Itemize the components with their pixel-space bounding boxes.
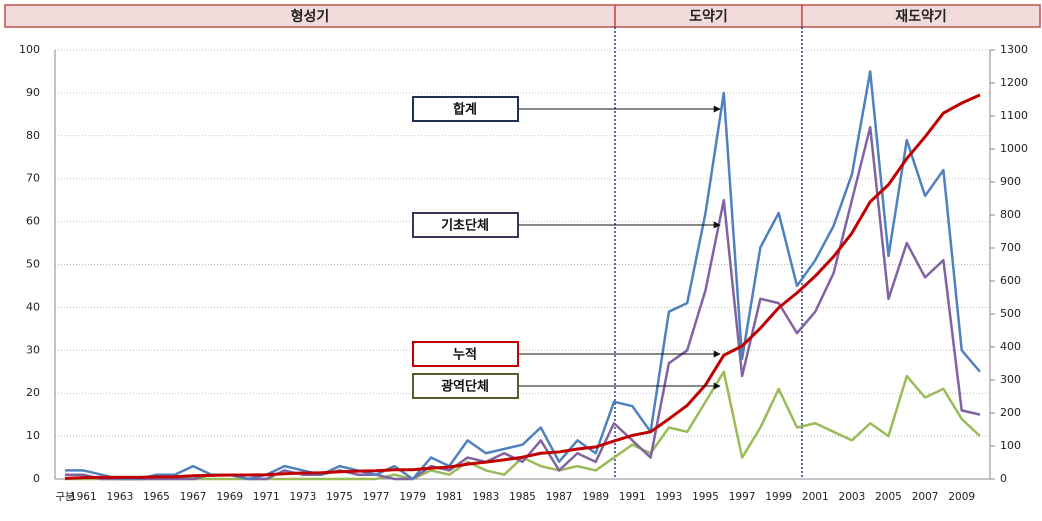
x-tick-label: 2009 <box>948 491 975 503</box>
x-tick-label: 1965 <box>143 491 170 503</box>
x-tick-label: 1989 <box>582 491 609 503</box>
x-tick-label: 2001 <box>802 491 829 503</box>
legend-label: 누적 <box>453 347 477 363</box>
period-label: 재도약기 <box>895 8 947 25</box>
x-tick-label: 1993 <box>656 491 683 503</box>
y2-tick-label: 100 <box>1000 439 1021 452</box>
y-tick-label: 60 <box>26 215 40 228</box>
y-tick-label: 40 <box>26 300 40 313</box>
x-tick-label: 1981 <box>436 491 463 503</box>
y-tick-label: 30 <box>26 343 40 356</box>
x-tick-label: 1975 <box>326 491 353 503</box>
y2-tick-label: 0 <box>1000 472 1007 485</box>
y-tick-label: 20 <box>26 386 40 399</box>
x-tick-label: 2003 <box>839 491 866 503</box>
y2-tick-label: 900 <box>1000 175 1021 188</box>
x-tick-label: 1999 <box>765 491 792 503</box>
x-tick-label: 1997 <box>729 491 756 503</box>
y2-tick-label: 700 <box>1000 241 1021 254</box>
series-line <box>65 70 981 481</box>
annotation-box <box>412 341 519 367</box>
x-tick-label: 1963 <box>107 491 134 503</box>
period-label: 도약기 <box>689 8 728 25</box>
y-tick-label: 0 <box>33 472 40 485</box>
y-tick-label: 100 <box>19 43 40 56</box>
x-tick-label: 1979 <box>399 491 426 503</box>
y2-tick-label: 1100 <box>1000 109 1028 122</box>
period-band <box>801 4 1041 28</box>
series-line <box>65 125 981 481</box>
x-tick-label: 1985 <box>509 491 536 503</box>
y-tick-label: 70 <box>26 172 40 185</box>
legend-label: 합계 <box>453 102 477 118</box>
x-tick-label: 1983 <box>473 491 500 503</box>
y2-tick-label: 800 <box>1000 208 1021 221</box>
x-tick-label: 1995 <box>692 491 719 503</box>
x-tick-label: 1977 <box>363 491 390 503</box>
x-tick-label: 1973 <box>290 491 317 503</box>
x-tick-label: 1969 <box>216 491 243 503</box>
annotation-box <box>412 373 519 399</box>
y-tick-label: 10 <box>26 429 40 442</box>
y2-tick-label: 1200 <box>1000 76 1028 89</box>
annotation-box <box>412 212 519 238</box>
y2-tick-label: 600 <box>1000 274 1021 287</box>
legend-label: 기초단체 <box>441 218 489 234</box>
x-tick-label: 1961 <box>70 491 97 503</box>
x-tick-label: 1991 <box>619 491 646 503</box>
x-tick-label: 구분 <box>55 491 75 503</box>
y2-tick-label: 500 <box>1000 307 1021 320</box>
y2-tick-label: 200 <box>1000 406 1021 419</box>
y-tick-label: 90 <box>26 86 40 99</box>
y2-tick-label: 1300 <box>1000 43 1028 56</box>
period-label: 형성기 <box>291 8 330 25</box>
x-tick-label: 1987 <box>546 491 573 503</box>
annotation-box <box>412 96 519 122</box>
series-line <box>64 93 981 480</box>
y-tick-label: 80 <box>26 129 40 142</box>
legend-label: 광역단체 <box>441 379 489 395</box>
x-tick-label: 2007 <box>912 491 939 503</box>
x-tick-label: 2005 <box>875 491 902 503</box>
y-tick-label: 50 <box>26 258 40 271</box>
x-tick-label: 1971 <box>253 491 280 503</box>
y2-tick-label: 400 <box>1000 340 1021 353</box>
x-tick-label: 1967 <box>180 491 207 503</box>
y2-tick-label: 300 <box>1000 373 1021 386</box>
y2-tick-label: 1000 <box>1000 142 1028 155</box>
